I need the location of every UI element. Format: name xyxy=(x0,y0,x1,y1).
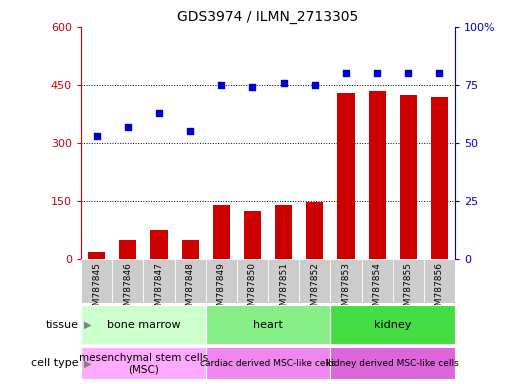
Bar xyxy=(206,347,331,379)
Bar xyxy=(88,252,105,259)
Bar xyxy=(306,202,323,259)
Text: GSM787849: GSM787849 xyxy=(217,263,226,317)
Text: ▶: ▶ xyxy=(84,320,91,330)
Point xyxy=(217,82,225,88)
Text: tissue: tissue xyxy=(46,320,78,330)
Point xyxy=(186,128,195,134)
Point xyxy=(248,84,257,90)
Bar xyxy=(337,93,355,259)
Text: kidney: kidney xyxy=(374,320,412,330)
Title: GDS3974 / ILMN_2713305: GDS3974 / ILMN_2713305 xyxy=(177,10,359,25)
Text: GSM787856: GSM787856 xyxy=(435,263,444,318)
Bar xyxy=(206,305,331,344)
Text: mesenchymal stem cells
(MSC): mesenchymal stem cells (MSC) xyxy=(79,353,208,374)
Text: GSM787851: GSM787851 xyxy=(279,263,288,318)
Bar xyxy=(206,259,237,303)
Text: GSM787848: GSM787848 xyxy=(186,263,195,317)
Bar xyxy=(369,91,385,259)
Point xyxy=(373,70,381,76)
Bar xyxy=(424,259,455,303)
Bar xyxy=(331,305,455,344)
Text: GSM787853: GSM787853 xyxy=(342,263,350,318)
Bar xyxy=(400,94,417,259)
Bar xyxy=(81,305,206,344)
Point xyxy=(279,79,288,86)
Bar xyxy=(81,259,112,303)
Text: ▶: ▶ xyxy=(84,358,91,368)
Point xyxy=(155,110,163,116)
Bar xyxy=(213,205,230,259)
Point xyxy=(311,82,319,88)
Bar xyxy=(361,259,393,303)
Bar xyxy=(119,240,137,259)
Bar xyxy=(175,259,206,303)
Text: cardiac derived MSC-like cells: cardiac derived MSC-like cells xyxy=(200,359,336,368)
Text: cell type: cell type xyxy=(31,358,78,368)
Bar xyxy=(331,259,361,303)
Bar xyxy=(275,205,292,259)
Bar xyxy=(299,259,331,303)
Text: GSM787850: GSM787850 xyxy=(248,263,257,318)
Bar xyxy=(143,259,175,303)
Text: GSM787847: GSM787847 xyxy=(154,263,164,317)
Text: GSM787854: GSM787854 xyxy=(372,263,382,317)
Bar xyxy=(393,259,424,303)
Bar xyxy=(244,210,261,259)
Point xyxy=(123,124,132,130)
Text: GSM787846: GSM787846 xyxy=(123,263,132,317)
Point xyxy=(93,133,101,139)
Bar xyxy=(237,259,268,303)
Bar xyxy=(268,259,299,303)
Point xyxy=(435,70,444,76)
Bar xyxy=(331,347,455,379)
Bar xyxy=(112,259,143,303)
Bar xyxy=(81,347,206,379)
Text: GSM787845: GSM787845 xyxy=(92,263,101,317)
Text: heart: heart xyxy=(253,320,283,330)
Point xyxy=(342,70,350,76)
Point xyxy=(404,70,413,76)
Text: GSM787852: GSM787852 xyxy=(310,263,319,317)
Text: GSM787855: GSM787855 xyxy=(404,263,413,318)
Text: kidney derived MSC-like cells: kidney derived MSC-like cells xyxy=(326,359,459,368)
Bar xyxy=(181,240,199,259)
Text: bone marrow: bone marrow xyxy=(107,320,180,330)
Bar xyxy=(431,96,448,259)
Bar xyxy=(151,230,167,259)
